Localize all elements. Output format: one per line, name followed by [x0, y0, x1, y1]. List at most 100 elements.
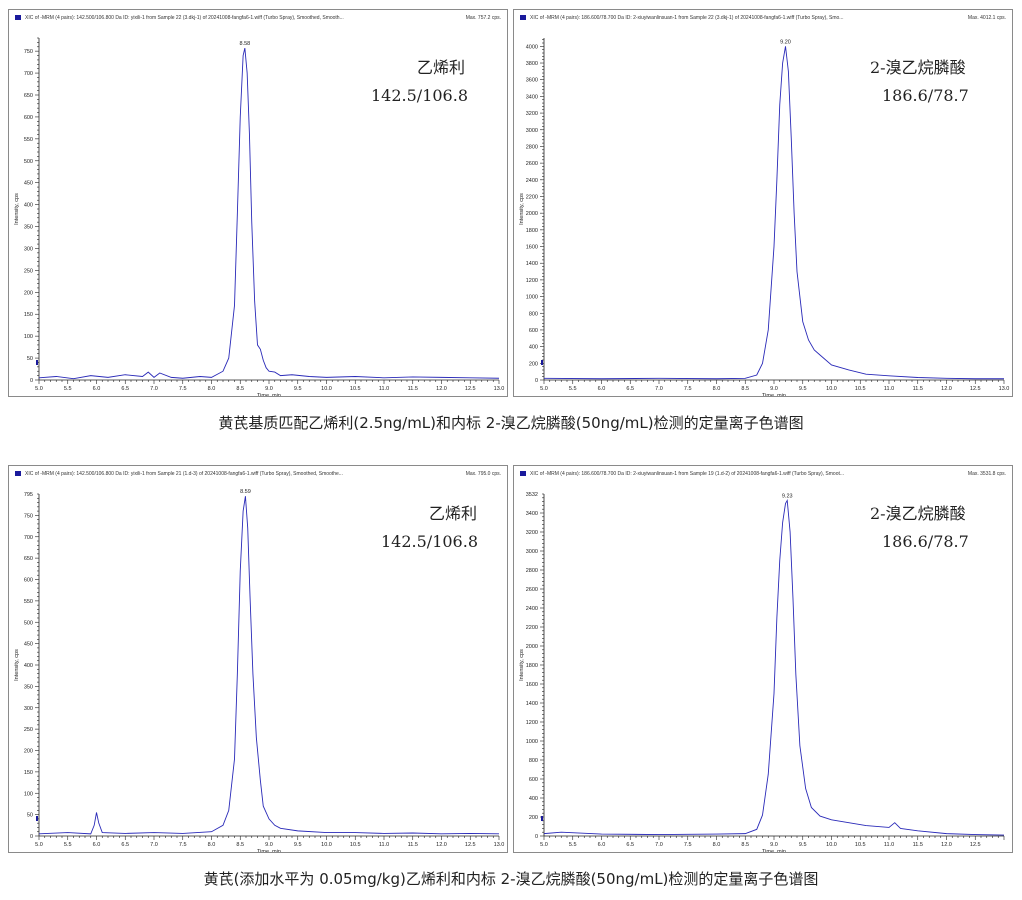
x-tick-label: 9.5 — [799, 842, 807, 848]
y-tick-label: 1800 — [526, 663, 538, 669]
compound-name: 2-溴乙烷膦酸 — [870, 58, 966, 77]
y-tick-label: 450 — [24, 642, 33, 648]
x-tick-label: 7.5 — [179, 842, 187, 848]
trace-legend-swatch — [520, 471, 526, 476]
x-tick-label: 10.0 — [321, 842, 332, 848]
chart-svg: 5.0 5.5 6.0 6.5 7.0 7.5 8.0 8.5 9.0 9.5 10.0 10.5 11… — [14, 489, 504, 853]
chart-svg: 5.0 5.5 6.0 6.5 7.0 7.5 8.0 8.5 9.0 9.5 10.0 10.5 11… — [519, 38, 1009, 396]
chart-info-text: XIC of -MRM (4 pairs): 142.500/106.800 D… — [25, 15, 344, 21]
x-tick-label: 10.0 — [321, 386, 332, 392]
x-tick-label: 10.5 — [855, 386, 866, 392]
x-tick-label: 9.0 — [265, 842, 273, 848]
y-tick-label: 550 — [24, 137, 33, 143]
y-tick-label: 3200 — [526, 530, 538, 536]
y-tick-label: 250 — [24, 268, 33, 274]
chart-svg: 5.0 5.5 6.0 6.5 7.0 7.5 8.0 8.5 9.0 9.5 10.0 10.5 11… — [14, 37, 504, 397]
chart-header: XIC of -MRM (4 pairs): 142.500/106.800 D… — [9, 466, 507, 484]
x-tick-label: 11.5 — [913, 386, 923, 392]
x-tick-label: 5.0 — [540, 386, 548, 392]
y-tick-label: 3000 — [526, 549, 538, 555]
y-tick-label: 50 — [27, 356, 33, 362]
x-axis-label: Time, min — [257, 393, 281, 397]
x-tick-label: 10.0 — [826, 842, 837, 848]
peak-retention-label: 8.58 — [239, 41, 250, 47]
x-tick-label: 8.5 — [236, 386, 244, 392]
y-tick-label: 2000 — [526, 644, 538, 650]
y-tick-label: 2000 — [526, 211, 538, 217]
y-tick-label: 650 — [24, 556, 33, 562]
x-tick-label: 7.0 — [150, 386, 158, 392]
y-tick-label: 100 — [24, 791, 33, 797]
ion-transition: 142.5/106.8 — [381, 532, 478, 551]
x-tick-label: 7.0 — [150, 842, 158, 848]
x-tick-label: 11.5 — [913, 842, 923, 848]
y-tick-label: 2400 — [526, 606, 538, 612]
x-tick-label: 11.0 — [379, 842, 389, 848]
chart-header: XIC of -MRM (4 pairs): 186.600/78.700 Da… — [514, 466, 1012, 484]
chart-header: XIC of -MRM (4 pairs): 186.600/78.700 Da… — [514, 10, 1012, 28]
max-intensity-label: Max. 757.2 cps. — [465, 15, 501, 21]
baseline-marker — [36, 816, 38, 821]
y-top-tick-label: 3532 — [526, 492, 538, 498]
x-tick-label: 5.0 — [35, 386, 43, 392]
x-tick-label: 9.0 — [265, 386, 273, 392]
y-tick-label: 750 — [24, 49, 33, 55]
chart-panel-2: XIC of -MRM (4 pairs): 186.600/78.700 Da… — [513, 9, 1013, 397]
x-tick-label: 11.0 — [884, 842, 894, 848]
chart-info-text: XIC of -MRM (4 pairs): 186.600/78.700 Da… — [530, 471, 845, 477]
y-tick-label: 2600 — [526, 161, 538, 167]
y-tick-label: 350 — [24, 684, 33, 690]
x-tick-label: 5.0 — [540, 842, 548, 848]
x-tick-label: 11.5 — [408, 386, 418, 392]
y-tick-label: 800 — [529, 758, 538, 764]
x-tick-label: 6.0 — [93, 842, 101, 848]
max-intensity-label: Max. 795.0 cps. — [465, 471, 501, 477]
x-tick-label: 8.5 — [741, 386, 749, 392]
chromatogram-trace — [38, 47, 500, 380]
x-tick-label: 10.5 — [350, 842, 361, 848]
y-tick-label: 2400 — [526, 178, 538, 184]
x-tick-label: 12.5 — [970, 842, 981, 848]
y-tick-label: 100 — [24, 334, 33, 340]
trace-legend-swatch — [15, 471, 21, 476]
compound-name: 2-溴乙烷膦酸 — [870, 504, 966, 523]
chromatogram-trace — [543, 46, 1004, 380]
y-tick-label: 150 — [24, 770, 33, 776]
y-tick-label: 300 — [24, 246, 33, 252]
x-tick-label: 8.5 — [741, 842, 749, 848]
chromatogram-trace — [543, 498, 1005, 836]
compound-name: 乙烯利 — [417, 58, 466, 77]
x-tick-label: 12.0 — [941, 842, 952, 848]
x-tick-label: 8.0 — [713, 386, 721, 392]
x-tick-label: 12.5 — [465, 842, 476, 848]
y-tick-label: 650 — [24, 93, 33, 99]
y-tick-label: 3800 — [526, 61, 538, 67]
peak-retention-label: 9.23 — [782, 493, 793, 499]
x-tick-label: 6.0 — [598, 842, 606, 848]
x-tick-label: 8.0 — [208, 842, 216, 848]
ion-transition: 142.5/106.8 — [371, 86, 468, 105]
y-tick-label: 3400 — [526, 511, 538, 517]
y-tick-label: 700 — [24, 71, 33, 77]
y-tick-label: 500 — [24, 620, 33, 626]
y-tick-label: 1800 — [526, 228, 538, 234]
x-tick-label: 8.0 — [208, 386, 216, 392]
ion-transition: 186.6/78.7 — [882, 532, 969, 551]
y-axis-label: Intensity, cps — [519, 649, 525, 681]
x-axis-label: Time, min — [257, 849, 281, 853]
y-tick-label: 0 — [535, 834, 538, 840]
y-tick-label: 4000 — [526, 44, 538, 50]
y-tick-label: 600 — [529, 777, 538, 783]
y-tick-label: 0 — [30, 834, 33, 840]
chart-panel-4: XIC of -MRM (4 pairs): 186.600/78.700 Da… — [513, 465, 1013, 853]
y-tick-label: 1600 — [526, 682, 538, 688]
y-top-tick-label: 795 — [24, 492, 33, 498]
y-tick-label: 3200 — [526, 111, 538, 117]
ion-transition: 186.6/78.7 — [882, 86, 969, 105]
x-tick-label: 7.0 — [655, 842, 663, 848]
y-tick-label: 2200 — [526, 194, 538, 200]
chart-svg: 5.0 5.5 6.0 6.5 7.0 7.5 8.0 8.5 9.0 9.5 10.0 10.5 11… — [519, 492, 1005, 852]
y-tick-label: 400 — [529, 796, 538, 802]
y-tick-label: 1400 — [526, 701, 538, 707]
y-tick-label: 250 — [24, 727, 33, 733]
